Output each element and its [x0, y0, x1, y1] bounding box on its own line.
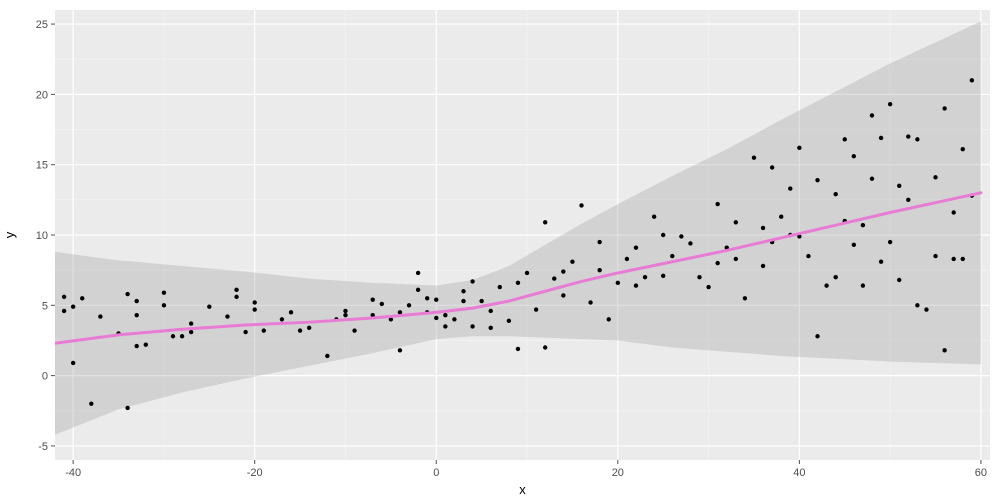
x-tick-label: -40 [65, 467, 81, 479]
y-tick-label: 20 [36, 89, 48, 101]
x-tick-label: 20 [612, 467, 624, 479]
y-tick-label: -5 [38, 441, 48, 453]
x-tick-label: -20 [247, 467, 263, 479]
y-axis-title: y [2, 231, 17, 238]
x-tick-label: 60 [975, 467, 987, 479]
x-tick-label: 40 [793, 467, 805, 479]
y-tick-label: 5 [42, 300, 48, 312]
y-tick-label: 15 [36, 160, 48, 172]
chart-svg: -40 -20 0 20 40 60 -5 0 5 10 15 20 25 x y [0, 0, 1000, 500]
y-tick-label: 0 [42, 371, 48, 383]
scatter-smooth-chart: -40 -20 0 20 40 60 -5 0 5 10 15 20 25 x y [0, 0, 1000, 500]
y-tick-label: 25 [36, 19, 48, 31]
y-tick-label: 10 [36, 230, 48, 242]
x-tick-label: 0 [433, 467, 439, 479]
x-axis-title: x [519, 482, 526, 497]
